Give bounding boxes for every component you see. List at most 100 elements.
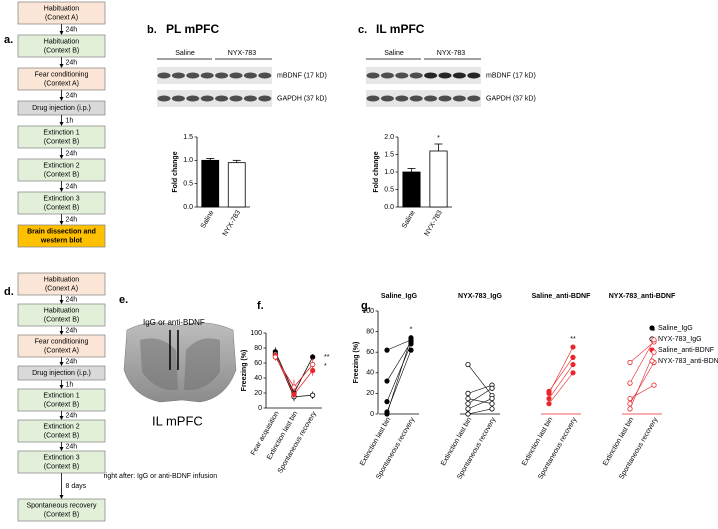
band bbox=[395, 72, 409, 79]
x-tick-label: Saline bbox=[401, 209, 417, 229]
band bbox=[171, 72, 185, 79]
x-tick-label: Spontaneous recovery bbox=[277, 410, 318, 475]
significance: * bbox=[437, 135, 440, 142]
subject-line bbox=[548, 357, 574, 392]
point bbox=[651, 337, 657, 343]
point bbox=[546, 395, 552, 402]
step-text: Extinction 2 bbox=[43, 423, 79, 430]
step-text: Habituation bbox=[44, 276, 80, 283]
point bbox=[465, 390, 471, 396]
legend-label: Saline_IgG bbox=[658, 325, 693, 332]
step-text: Spontaneous recovery bbox=[26, 502, 97, 509]
band bbox=[409, 72, 423, 79]
panel-title: IL mPFC bbox=[376, 22, 425, 36]
band bbox=[258, 72, 272, 79]
y-tick-label: 40 bbox=[254, 375, 262, 382]
arrow-head bbox=[59, 385, 64, 389]
band bbox=[200, 95, 214, 102]
point bbox=[384, 347, 390, 353]
interval-note: right after: IgG or anti-BDNF infusion bbox=[104, 473, 218, 480]
point bbox=[489, 385, 495, 391]
interval: 24h bbox=[66, 412, 78, 419]
step-text: Drug injection (i.p.) bbox=[32, 105, 91, 112]
legend-marker bbox=[649, 358, 655, 364]
step-text: Brain dissection and bbox=[27, 228, 96, 235]
significance: * bbox=[653, 329, 656, 336]
blot-group: NYX-783 bbox=[228, 50, 257, 57]
subject-line bbox=[467, 398, 493, 404]
group-title: NYX-783_anti-BDNF bbox=[609, 293, 676, 300]
interval: 1h bbox=[66, 381, 74, 388]
point bbox=[291, 384, 297, 390]
subject-line bbox=[548, 364, 574, 399]
point bbox=[570, 344, 576, 350]
y-tick-label: 40 bbox=[366, 370, 374, 377]
subject-line bbox=[467, 408, 493, 415]
point bbox=[465, 406, 471, 412]
x-tick-label: NYX-783 bbox=[424, 209, 444, 237]
interval: 24h bbox=[66, 443, 78, 450]
x-tick-label: NYX-783 bbox=[222, 209, 242, 237]
step-text: Habituation bbox=[44, 38, 80, 45]
blot-group: Saline bbox=[384, 50, 404, 57]
y-tick-label: 2.0 bbox=[384, 134, 394, 141]
band bbox=[424, 95, 438, 102]
step-text: western blot bbox=[40, 237, 83, 244]
band bbox=[467, 72, 481, 79]
band bbox=[452, 72, 466, 79]
point bbox=[272, 354, 278, 360]
arrow-head bbox=[59, 64, 64, 68]
step-text: Extinction 1 bbox=[43, 129, 79, 136]
arrow-head bbox=[59, 447, 64, 451]
subject-line bbox=[386, 339, 412, 351]
point bbox=[546, 401, 552, 407]
y-tick-label: 80 bbox=[254, 345, 262, 352]
step-text: (Context B) bbox=[44, 204, 79, 211]
interval: 24h bbox=[66, 26, 78, 33]
band bbox=[157, 72, 171, 79]
y-axis-label: Freezing (%) bbox=[241, 350, 248, 392]
point bbox=[384, 399, 390, 405]
subject-line bbox=[386, 337, 412, 415]
step-text: Extinction 3 bbox=[43, 454, 79, 461]
panel-label: c. bbox=[358, 24, 367, 36]
point bbox=[384, 378, 390, 384]
point bbox=[465, 401, 471, 407]
band-label: mBDNF (17 kD) bbox=[486, 72, 536, 79]
blot-group: Saline bbox=[175, 50, 195, 57]
subject-line bbox=[386, 341, 412, 382]
step-text: (Conext A) bbox=[45, 14, 78, 21]
band bbox=[157, 95, 171, 102]
interval: 24h bbox=[66, 216, 78, 223]
panel-title: PL mPFC bbox=[166, 22, 219, 36]
arrow-head bbox=[59, 221, 64, 225]
y-tick-label: 80 bbox=[366, 328, 374, 335]
band bbox=[452, 95, 466, 102]
y-tick-label: 0.5 bbox=[183, 181, 193, 188]
band-label: mBDNF (17 kD) bbox=[277, 72, 327, 79]
interval: 8 days bbox=[66, 483, 87, 490]
step-text: Extinction 2 bbox=[43, 162, 79, 169]
y-tick-label: 1.5 bbox=[183, 134, 193, 141]
interval: 24h bbox=[66, 92, 78, 99]
injection-label: IgG or anti-BDNF bbox=[143, 318, 205, 327]
arrow-head bbox=[59, 122, 64, 126]
y-axis-label: Freezing (%) bbox=[353, 342, 360, 384]
point bbox=[489, 395, 495, 402]
interval: 24h bbox=[66, 358, 78, 365]
panel-label: f. bbox=[257, 300, 264, 312]
y-tick-label: 1.5 bbox=[384, 151, 394, 158]
interval: 24h bbox=[66, 59, 78, 66]
group-title: Saline_IgG bbox=[381, 293, 418, 300]
legend-marker bbox=[649, 325, 655, 331]
blot-strip bbox=[157, 67, 272, 84]
band bbox=[229, 72, 243, 79]
point bbox=[651, 382, 657, 388]
band bbox=[200, 72, 214, 79]
arrow-head bbox=[59, 188, 64, 192]
y-tick-label: 100 bbox=[250, 330, 262, 337]
interval: 1h bbox=[66, 117, 74, 124]
point bbox=[651, 349, 657, 355]
significance: * bbox=[324, 363, 327, 370]
band bbox=[380, 72, 394, 79]
